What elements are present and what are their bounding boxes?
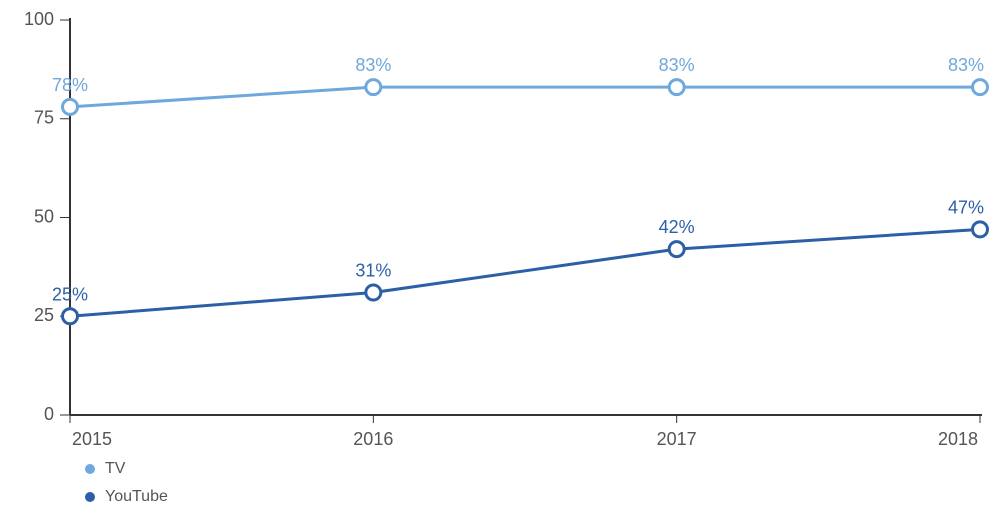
legend-item: TV [85,460,168,478]
value-label: 83% [659,55,695,75]
data-marker [973,222,988,237]
y-tick-label: 0 [44,404,54,424]
value-label: 47% [948,197,984,217]
series-line [70,87,980,107]
legend-label: YouTube [105,488,168,506]
y-tick-label: 50 [34,206,54,226]
legend-swatch [85,464,95,474]
series-line [70,229,980,316]
line-chart: 0 25 50 75 100 2015 2016 2017 2018 78% 83% 83% 83% 25… [0,0,1000,525]
value-label: 42% [659,217,695,237]
legend: TV YouTube [85,460,168,516]
legend-item: YouTube [85,488,168,506]
x-tick-label: 2017 [657,429,697,449]
data-marker [366,80,381,95]
legend-swatch [85,492,95,502]
data-marker [63,309,78,324]
data-marker [973,80,988,95]
value-label: 25% [52,284,88,304]
x-tick-label: 2015 [72,429,112,449]
data-marker [669,80,684,95]
x-tick-label: 2018 [938,429,978,449]
legend-label: TV [105,460,125,478]
value-label: 83% [948,55,984,75]
value-label: 83% [355,55,391,75]
x-tick-label: 2016 [353,429,393,449]
value-label: 31% [355,261,391,281]
value-label: 78% [52,75,88,95]
data-marker [63,99,78,114]
y-tick-label: 25 [34,305,54,325]
data-marker [669,242,684,257]
y-tick-label: 100 [24,9,54,29]
data-marker [366,285,381,300]
y-tick-label: 75 [34,108,54,128]
chart-svg: 0 25 50 75 100 2015 2016 2017 2018 78% 83% 83% 83% 25… [0,0,1000,525]
